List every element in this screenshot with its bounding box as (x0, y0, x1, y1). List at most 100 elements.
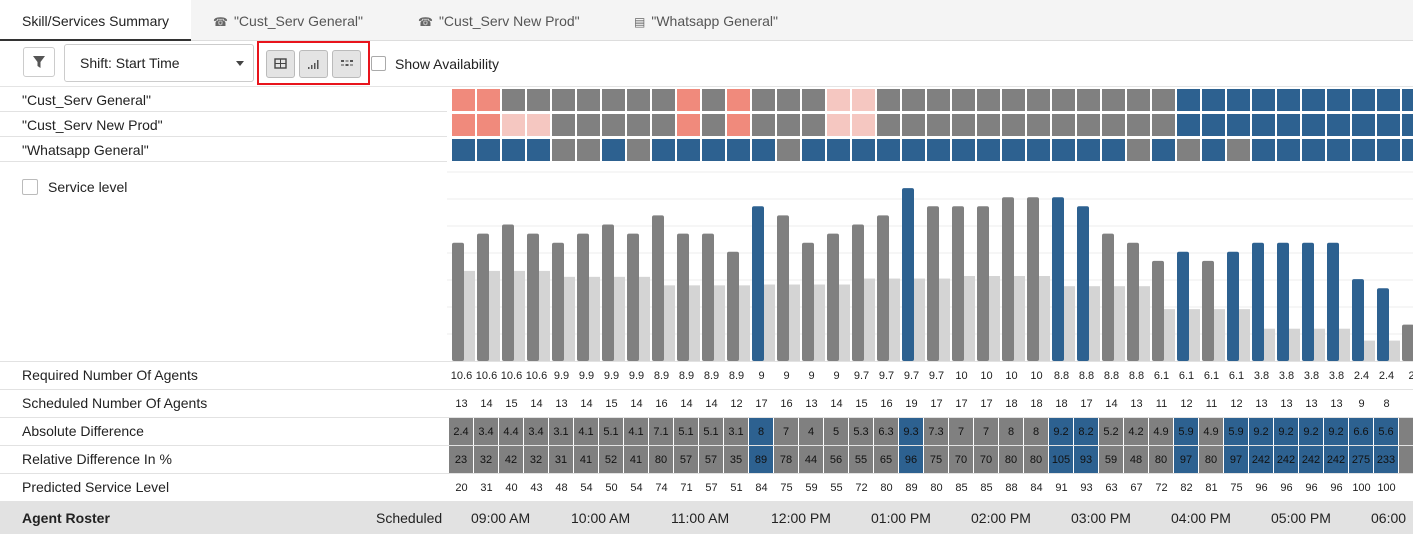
heatmap-cell (1152, 139, 1175, 161)
heatmap-cell (1377, 114, 1400, 136)
metric-cell: 72 (855, 482, 868, 494)
metric-cell: 14 (830, 398, 843, 410)
tab-cust-serv-new-prod[interactable]: ☎ "Cust_Serv New Prod" (418, 0, 580, 41)
required-bar (987, 276, 1000, 361)
skill-label: "Cust_Serv New Prod" (22, 117, 163, 133)
heatmap-cell (777, 139, 800, 161)
required-bar (637, 276, 650, 361)
required-bar (462, 270, 475, 361)
scheduled-bar (802, 242, 814, 361)
chart-view-button[interactable] (299, 50, 328, 78)
time-label: 05:00 PM (1271, 510, 1331, 526)
required-bar (812, 284, 825, 361)
heatmap-cell (1077, 89, 1100, 111)
heatmap-cell (1027, 114, 1050, 136)
metric-row: Predicted Service Level 20 31 40 43 48 54 50 54 7… (0, 473, 1413, 501)
heatmap-cell (927, 114, 950, 136)
metric-cell: 56 (824, 446, 849, 474)
heatmap-cell (1202, 139, 1225, 161)
scheduled-bar (1402, 324, 1413, 361)
required-bar (1262, 328, 1275, 361)
metric-cell: 48 (1124, 446, 1149, 474)
heatmap-cell (577, 139, 600, 161)
metric-cell (1399, 474, 1413, 502)
time-label: 09:00 AM (471, 510, 531, 526)
scheduled-bar (752, 206, 764, 361)
heatmap-cell (1177, 139, 1200, 161)
tab-whatsapp-general[interactable]: ▤ "Whatsapp General" (634, 0, 778, 41)
metric-cell: 9.2 (1274, 418, 1299, 446)
required-bar (662, 285, 675, 361)
heatmap-cell (1052, 114, 1075, 136)
agent-roster-header: Agent Roster Scheduled 09:00 AM 10:00 AM 1… (0, 501, 1413, 534)
metric-cell: 5.2 (1099, 418, 1124, 446)
metric-cell: 16 (880, 398, 893, 410)
metric-cell: 5.1 (599, 418, 624, 446)
divider (0, 111, 447, 112)
heatmap-cell (952, 89, 975, 111)
heatmap-cell (1402, 89, 1413, 111)
metric-cell: 18 (1030, 398, 1043, 410)
metric-cell: 10.6 (450, 370, 473, 382)
service-level-checkbox[interactable] (22, 179, 38, 195)
required-bar (1062, 286, 1075, 361)
heatmap-cell (1377, 89, 1400, 111)
show-availability-checkbox[interactable] (371, 56, 386, 71)
metric-cell: 275 (1349, 446, 1374, 474)
heatmap-cell (1277, 89, 1300, 111)
metric-cell: 100 (1377, 482, 1396, 494)
heatmap-cell (502, 139, 525, 161)
skill-label: "Cust_Serv General" (22, 92, 151, 108)
metric-cell: 12 (730, 398, 743, 410)
metric-cell: 4.2 (1124, 418, 1149, 446)
required-bar (1162, 309, 1175, 361)
metric-cell: 51 (730, 482, 743, 494)
metric-cell: 8.2 (1074, 418, 1099, 446)
required-bar (537, 270, 550, 361)
heatmap-cell (727, 114, 750, 136)
heatmap-cell (802, 114, 825, 136)
metric-cell: 80 (930, 482, 943, 494)
scheduled-bar (1177, 251, 1189, 361)
metric-cell: 6.3 (874, 418, 899, 446)
metric-cell: 88 (1005, 482, 1018, 494)
metric-cell: 2.4 (449, 418, 474, 446)
metric-cell: 9.2 (1049, 418, 1074, 446)
shift-select[interactable]: Shift: Start Time (64, 44, 254, 82)
metric-cell: 7 (949, 418, 974, 446)
scheduled-bar (1052, 197, 1064, 361)
heatmap-cell (752, 139, 775, 161)
tab-skill-services-summary[interactable]: Skill/Services Summary (0, 0, 191, 41)
required-bar (862, 278, 875, 361)
metric-cell: 42 (499, 446, 524, 474)
heatmap-cell (452, 139, 475, 161)
metric-cell: 41 (624, 446, 649, 474)
tab-cust-serv-general[interactable]: ☎ "Cust_Serv General" (213, 0, 363, 41)
metric-cell: 80 (999, 446, 1024, 474)
heatmap-cell (752, 89, 775, 111)
metric-row: Required Number Of Agents 10.6 10.6 10.6 10.… (0, 361, 1413, 389)
metric-cell: 7 (774, 418, 799, 446)
scheduled-bar (827, 233, 839, 361)
time-label: 10:00 AM (571, 510, 631, 526)
heatmap-cell (877, 89, 900, 111)
filter-button[interactable] (23, 47, 55, 77)
metric-cell: 65 (874, 446, 899, 474)
metric-cell: 93 (1074, 446, 1099, 474)
heatmap-cell (627, 89, 650, 111)
metric-cell: 67 (1130, 482, 1143, 494)
metric-cell: 15 (505, 398, 518, 410)
metric-cell: 74 (655, 482, 668, 494)
heatmap-cell (702, 114, 725, 136)
metric-cell: 82 (1180, 482, 1193, 494)
heatmap-cell (1227, 89, 1250, 111)
metric-cell: 10 (1005, 370, 1018, 382)
metric-cell: 14 (530, 398, 543, 410)
scheduled-bar (1377, 288, 1389, 361)
heatmap-cell (602, 114, 625, 136)
metric-cell: 41 (574, 446, 599, 474)
table-view-button[interactable] (266, 50, 295, 78)
heatmap-view-button[interactable] (332, 50, 361, 78)
metric-cell: 80 (1199, 446, 1224, 474)
metric-cell: 15 (605, 398, 618, 410)
